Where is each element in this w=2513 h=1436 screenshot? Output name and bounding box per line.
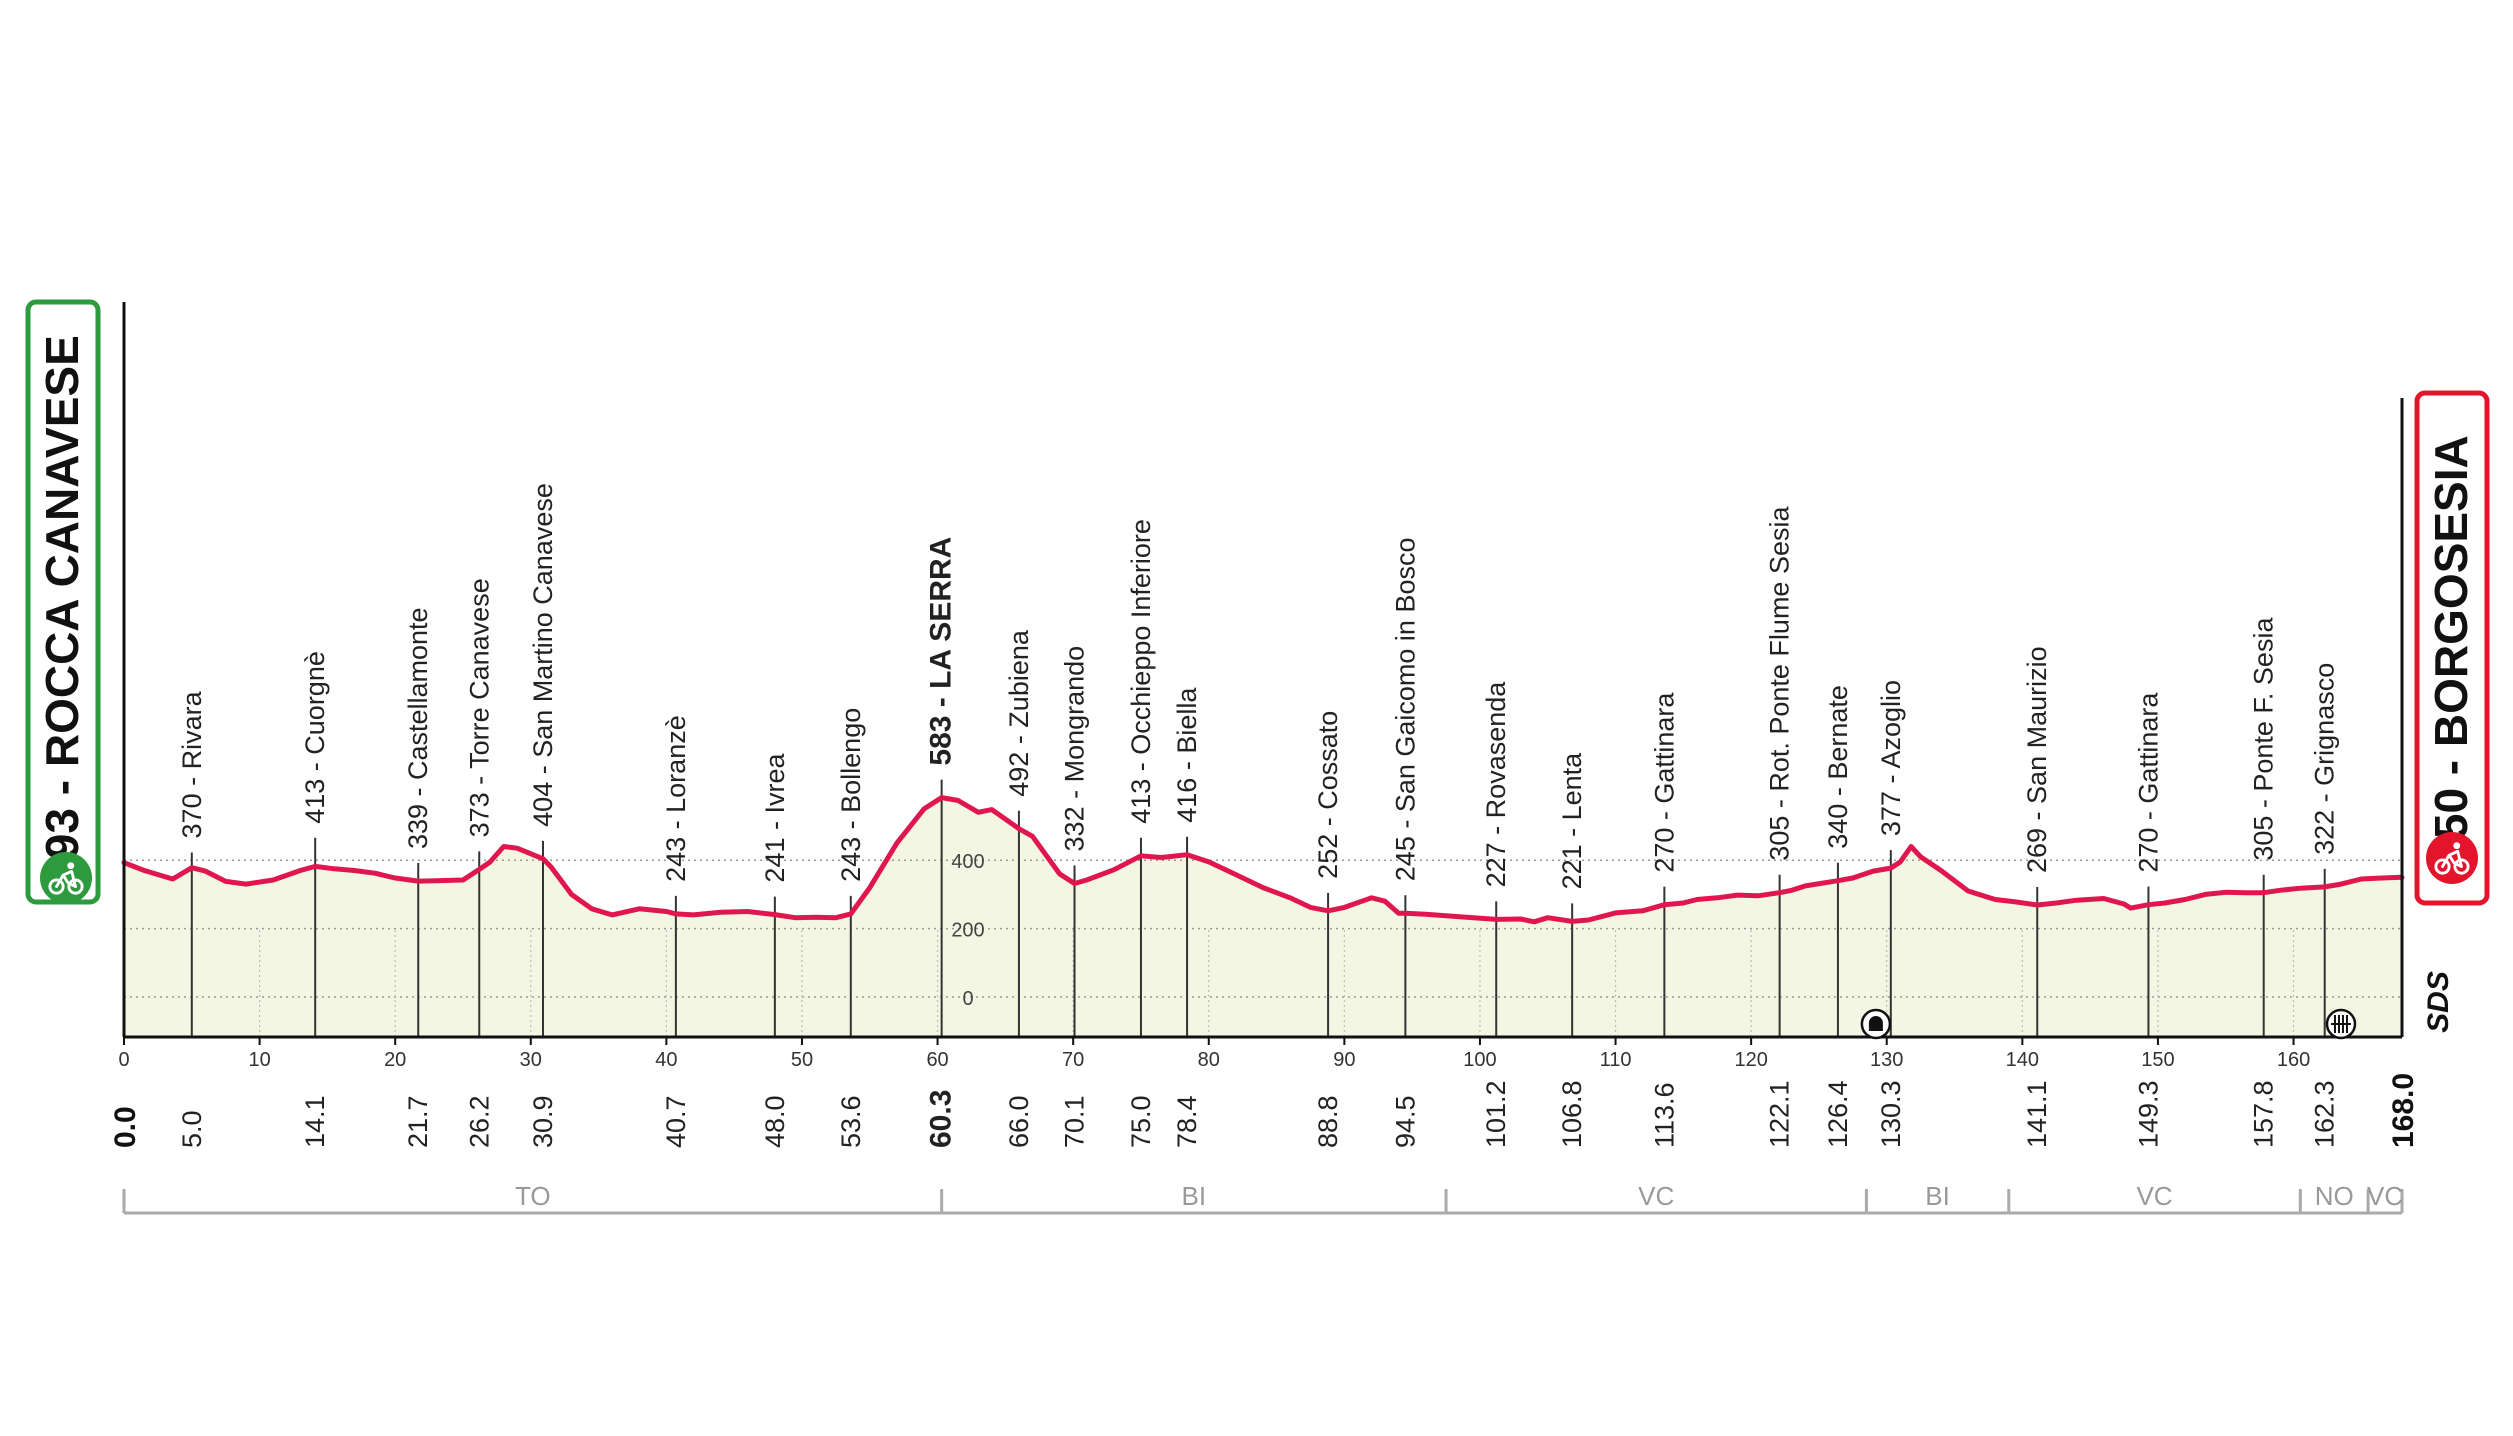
start-label: 393 - ROCCA CANAVESE bbox=[36, 335, 88, 885]
sds-logo: SDS bbox=[2422, 971, 2455, 1033]
waypoint-km-label: 14.1 bbox=[300, 1095, 330, 1148]
km-tick-label: 120 bbox=[1734, 1049, 1767, 1071]
km-tick-label: 160 bbox=[2277, 1049, 2310, 1071]
waypoint-label: 373 - Torre Canavese bbox=[464, 578, 494, 837]
waypoint-km-label: 88.8 bbox=[1313, 1095, 1343, 1148]
km-tick-label: 10 bbox=[248, 1049, 270, 1071]
waypoint-km-label: 113.6 bbox=[1649, 1082, 1679, 1148]
finish-box bbox=[2414, 390, 2490, 906]
profile-line bbox=[121, 795, 2405, 925]
waypoint-label: 245 - San Gaicomo in Bosco bbox=[1390, 538, 1420, 882]
province-label: VC bbox=[2136, 1181, 2172, 1211]
profile-area bbox=[124, 797, 2402, 1037]
waypoint-label: 322 - Grignasco bbox=[2310, 663, 2340, 855]
waypoint-label: 413 - Occhieppo Inferiore bbox=[1126, 519, 1156, 824]
waypoint-km-label: 141.1 bbox=[2022, 1080, 2052, 1148]
waypoint-km-label: 26.2 bbox=[464, 1095, 494, 1148]
waypoint-km-label: 122.1 bbox=[1765, 1080, 1795, 1148]
province-label: VC bbox=[1638, 1181, 1674, 1211]
finish-label: 350 - BORGOSESIA bbox=[2425, 435, 2477, 864]
waypoint-label: 241 - Ivrea bbox=[760, 753, 790, 883]
start-badge: 393 - ROCCA CANAVESE bbox=[25, 299, 101, 905]
elevation-tick-label: 0 bbox=[962, 988, 973, 1010]
elevation-tick-label: 200 bbox=[951, 920, 984, 942]
km-tick-label: 140 bbox=[2006, 1049, 2039, 1071]
province-label: BI bbox=[1925, 1181, 1950, 1211]
waypoint-label: 305 - Rot. Ponte Flume Sesia bbox=[1765, 506, 1795, 861]
waypoint-label: 305 - Ponte F. Sesia bbox=[2249, 617, 2279, 861]
waypoint-km-label: 126.4 bbox=[1823, 1080, 1853, 1148]
waypoint-km-label: 94.5 bbox=[1390, 1095, 1420, 1148]
waypoints: 370 - Rivara 5.0 413 - Cuorgnè 14.1 339 - Ca… bbox=[177, 483, 2340, 1148]
waypoint-label: 377 - Azoglio bbox=[1876, 680, 1906, 836]
waypoint-km-label: 149.3 bbox=[2133, 1080, 2163, 1148]
waypoint-km-label: 130.3 bbox=[1876, 1080, 1906, 1148]
waypoint-label: 332 - Mongrando bbox=[1060, 646, 1090, 852]
waypoint-label: 370 - Rivara bbox=[177, 690, 207, 838]
waypoint-label: 340 - Bernate bbox=[1823, 685, 1853, 849]
waypoint-km-label: 66.0 bbox=[1004, 1095, 1034, 1148]
waypoint-label: 583 - LA SERRA bbox=[925, 537, 958, 766]
waypoint-label: 252 - Cossato bbox=[1313, 711, 1343, 879]
waypoint-label: 339 - Castellamonte bbox=[403, 607, 433, 849]
km-tick-label: 80 bbox=[1198, 1049, 1220, 1071]
province-label: VC bbox=[2367, 1181, 2403, 1211]
waypoint-label: 404 - San Martino Canavese bbox=[528, 483, 558, 827]
km-tick-label: 90 bbox=[1333, 1049, 1355, 1071]
waypoint-km-label: 30.9 bbox=[528, 1095, 558, 1148]
waypoint-km-label: 48.0 bbox=[760, 1095, 790, 1148]
waypoint-km-label: 40.7 bbox=[661, 1095, 691, 1148]
province-bar: TO BI VC BI VC NO VC bbox=[122, 1181, 2404, 1215]
waypoint-label: 416 - Biella bbox=[1172, 687, 1202, 823]
elevation-grid: 0 200 400 bbox=[124, 851, 2402, 1037]
km-tick-label: 30 bbox=[520, 1049, 542, 1071]
waypoint-label: 221 - Lenta bbox=[1557, 752, 1587, 890]
km-tick-label: 50 bbox=[791, 1049, 813, 1071]
km-tick-label: 70 bbox=[1062, 1049, 1084, 1071]
waypoint-km-label: 70.1 bbox=[1060, 1095, 1090, 1148]
province-label: TO bbox=[515, 1181, 551, 1211]
waypoint-label: 269 - San Maurizio bbox=[2022, 646, 2052, 873]
waypoint-label: 270 - Gattinara bbox=[1649, 692, 1679, 873]
waypoint-km-label: 60.3 bbox=[925, 1090, 958, 1148]
km-tick-label: 60 bbox=[926, 1049, 948, 1071]
finish-km-label: 168.0 bbox=[2387, 1073, 2420, 1148]
waypoint-label: 243 - Bollengo bbox=[836, 708, 866, 882]
start-km-label: 0.0 bbox=[109, 1106, 142, 1148]
waypoint-label: 227 - Rovasenda bbox=[1481, 681, 1511, 888]
km-axis: 0.0 168.0 0 10 20 30 40 50 60 70 80 90 100 110 120 130 1… bbox=[109, 302, 2420, 1148]
waypoint-km-label: 78.4 bbox=[1172, 1095, 1202, 1148]
waypoint-km-label: 157.8 bbox=[2249, 1080, 2279, 1148]
km-tick-label: 130 bbox=[1870, 1049, 1903, 1071]
waypoint-label: 492 - Zubiena bbox=[1004, 629, 1034, 797]
waypoint-km-label: 5.0 bbox=[177, 1110, 207, 1148]
waypoint-km-label: 53.6 bbox=[836, 1095, 866, 1148]
km-tick-label: 20 bbox=[384, 1049, 406, 1071]
km-tick-label: 40 bbox=[655, 1049, 677, 1071]
tunnel-icon-shape bbox=[1868, 1016, 1883, 1031]
waypoint-km-label: 21.7 bbox=[403, 1095, 433, 1148]
waypoint-km-label: 162.3 bbox=[2310, 1080, 2340, 1148]
waypoint-km-label: 106.8 bbox=[1557, 1080, 1587, 1148]
waypoint-label: 243 - Loranzè bbox=[661, 715, 691, 882]
km-tick-label: 100 bbox=[1463, 1049, 1496, 1071]
province-label: BI bbox=[1182, 1181, 1207, 1211]
km-tick-label: 0 bbox=[118, 1049, 129, 1071]
profile-fill bbox=[124, 797, 2402, 1037]
waypoint-km-label: 75.0 bbox=[1126, 1095, 1156, 1148]
waypoint-km-label: 101.2 bbox=[1481, 1080, 1511, 1148]
elevation-tick-label: 400 bbox=[951, 851, 984, 873]
elevation-line bbox=[121, 795, 2405, 925]
waypoint-label: 270 - Gattinara bbox=[2133, 692, 2163, 873]
km-tick-label: 110 bbox=[1600, 1049, 1632, 1071]
km-tick-label: 150 bbox=[2141, 1049, 2174, 1071]
finish-badge: 350 - BORGOSESIA bbox=[2414, 390, 2490, 906]
province-label: NO bbox=[2315, 1181, 2354, 1211]
waypoint-label: 413 - Cuorgnè bbox=[300, 651, 330, 824]
